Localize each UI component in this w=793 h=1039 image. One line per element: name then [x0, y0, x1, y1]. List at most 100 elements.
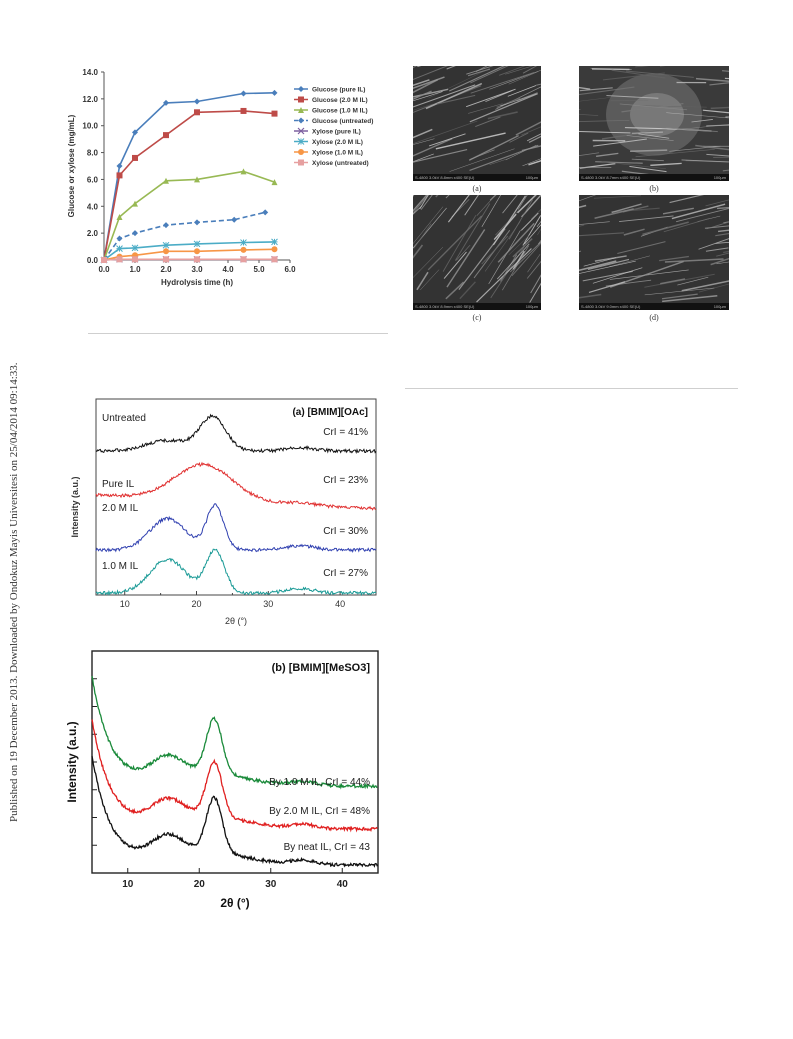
x-tick-label: 5.0 — [253, 265, 265, 274]
data-point — [116, 235, 123, 242]
legend-label: Xylose (untreated) — [312, 160, 369, 167]
data-point — [271, 256, 278, 263]
divider-left — [88, 333, 388, 334]
data-point — [132, 256, 138, 263]
data-point — [162, 241, 170, 249]
series-0 — [101, 89, 278, 263]
data-point — [163, 222, 169, 229]
sem-caption: (c) — [472, 313, 482, 322]
data-point — [194, 176, 200, 183]
series-label: By 2.0 M IL, CrI = 48% — [269, 806, 370, 817]
xrd-curve — [95, 548, 377, 597]
data-point — [231, 216, 238, 223]
legend-label: Glucose (pure IL) — [312, 87, 365, 94]
xrd-curve — [95, 503, 377, 554]
x-axis-label: 2θ (°) — [220, 896, 249, 910]
x-tick-label: 6.0 — [284, 265, 296, 274]
sem-info-bar: S-4800 3.0kV 9.0mm x400 SE(U) 100µm — [579, 303, 729, 310]
y-tick-label: 12.0 — [82, 95, 98, 104]
sem-image: S-4800 3.0kV 8.8mm x400 SE(U) 100µm — [413, 66, 541, 181]
legend-label: Glucose (1.0 M IL) — [312, 108, 368, 115]
sem-texture — [579, 195, 729, 303]
data-point — [262, 209, 269, 216]
sem-scale-text: 100µm — [525, 175, 538, 180]
x-tick-label: 4.0 — [222, 265, 234, 274]
series-label: By neat IL, CrI = 43 — [284, 842, 371, 853]
series-1 — [101, 107, 278, 263]
x-tick-label: 30 — [263, 599, 273, 609]
data-point — [194, 98, 200, 105]
sem-caption: (b) — [649, 184, 659, 193]
data-point — [116, 214, 123, 221]
data-point — [116, 172, 123, 179]
series-line — [103, 258, 275, 261]
sem-scale-text: 100µm — [713, 304, 726, 309]
x-tick-label: 20 — [192, 599, 202, 609]
legend-label: Glucose (untreated) — [312, 118, 373, 125]
chart-title: (a) [BMIM][OAc] — [292, 407, 368, 418]
series-label: Pure IL — [102, 479, 135, 490]
crl-label: CrI = 41% — [323, 427, 368, 438]
sem-info-text: S-4800 3.0kV 9.0mm x400 SE(U) — [581, 304, 641, 309]
sem-texture — [413, 195, 541, 303]
xrd-curve — [95, 413, 377, 454]
y-tick-label: 6.0 — [87, 175, 99, 184]
data-point — [131, 244, 139, 252]
sem-info-bar: S-4800 3.0kV 8.8mm x400 SE(U) 100µm — [413, 174, 541, 181]
crl-label: CrI = 27% — [323, 568, 368, 579]
sem-image: S-4800 3.0kV 8.9mm x400 SE(U) 100µm — [413, 195, 541, 310]
data-point — [297, 138, 305, 145]
data-point — [132, 230, 138, 237]
x-axis-label: 2θ (°) — [225, 616, 247, 626]
y-axis-label: Intensity (a.u.) — [70, 476, 80, 537]
data-point — [193, 240, 201, 248]
sem-info-text: S-4800 3.0kV 8.9mm x400 SE(U) — [415, 304, 475, 309]
series-7 — [101, 256, 278, 263]
sem-info-bar: S-4800 3.0kV 8.9mm x400 SE(U) 100µm — [413, 303, 541, 310]
xrd-chart-bmim-oac: 10 20 30 40 2θ (°) Intensity (a.u.) (a) [BMIM]… — [70, 398, 377, 626]
y-tick-label: 8.0 — [87, 149, 99, 158]
data-point — [298, 149, 304, 155]
series-line — [103, 110, 275, 261]
x-tick-label: 30 — [265, 879, 277, 890]
sem-info-text: S-4800 3.0kV 8.8mm x400 SE(U) — [415, 175, 475, 180]
data-point — [132, 200, 138, 207]
data-point — [297, 127, 305, 135]
hydrolysis-chart: 0.0 2.0 4.0 6.0 8.0 10.0 12.0 14.0 0.0 1.0 2.0 3.0 4… — [67, 68, 373, 287]
data-point — [298, 107, 304, 113]
legend-label: Xylose (1.0 M IL) — [312, 150, 363, 157]
data-point — [194, 109, 200, 116]
x-tick-label: 20 — [194, 879, 206, 890]
x-tick-label: 1.0 — [129, 265, 141, 274]
legend-label: Glucose (2.0 M IL) — [312, 97, 368, 104]
x-tick-label: 2.0 — [160, 265, 172, 274]
data-point — [298, 96, 304, 103]
data-point — [298, 159, 304, 166]
y-tick-label: 4.0 — [87, 202, 99, 211]
x-tick-label: 3.0 — [191, 265, 203, 274]
x-tick-label: 10 — [122, 879, 134, 890]
data-point — [240, 168, 247, 175]
legend: Glucose (pure IL) Glucose (2.0 M IL) Gluco… — [294, 86, 373, 167]
plot-frame — [91, 650, 379, 874]
data-point — [194, 248, 200, 255]
data-point — [271, 238, 278, 246]
y-axis-label: Intensity (a.u.) — [65, 721, 79, 802]
x-tick-label: 40 — [335, 599, 345, 609]
series-line — [103, 248, 275, 261]
y-axis-label: Glucose or xylose (mg/mL) — [67, 114, 76, 217]
data-point — [240, 239, 247, 246]
series-label: By 1.0 M IL, CrI = 44% — [269, 777, 370, 788]
sem-texture — [413, 66, 541, 174]
y-tick-label: 0.0 — [87, 256, 99, 265]
legend-label: Xylose (2.0 M IL) — [312, 139, 363, 146]
sem-image: S-4800 3.0kV 9.0mm x400 SE(U) 100µm — [579, 195, 729, 310]
data-point — [240, 107, 247, 114]
data-point — [163, 256, 169, 263]
data-point — [101, 257, 107, 263]
legend-label: Xylose (pure IL) — [312, 129, 361, 136]
x-tick-label: 10 — [120, 599, 130, 609]
data-point — [240, 246, 247, 253]
data-point — [271, 110, 278, 117]
data-point — [163, 132, 169, 139]
